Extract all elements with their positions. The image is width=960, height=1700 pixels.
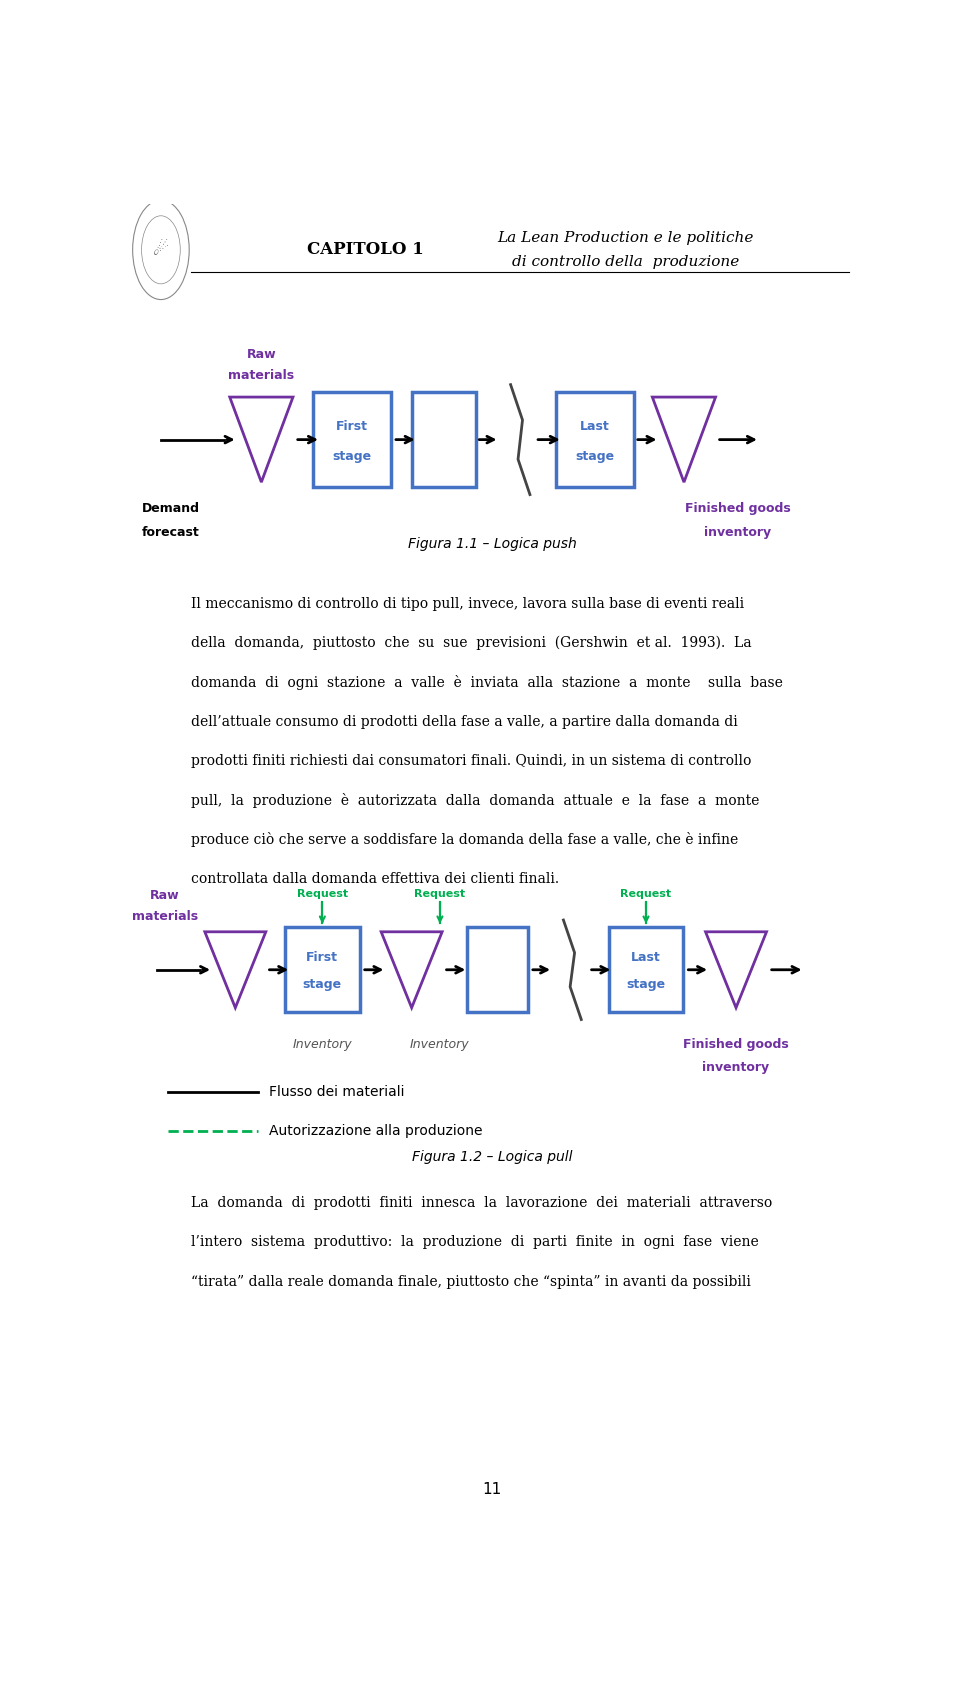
FancyBboxPatch shape: [285, 927, 360, 1012]
Text: Request: Request: [620, 889, 672, 899]
Text: First: First: [306, 952, 338, 964]
Text: Figura 1.1 – Logica push: Figura 1.1 – Logica push: [408, 537, 576, 551]
Text: materials: materials: [132, 910, 198, 923]
Text: stage: stage: [627, 977, 665, 991]
Text: di controllo della  produzione: di controllo della produzione: [513, 255, 739, 269]
Text: ☄: ☄: [153, 241, 169, 258]
Text: controllata dalla domanda effettiva dei clienti finali.: controllata dalla domanda effettiva dei …: [191, 872, 559, 886]
Text: Finished goods: Finished goods: [684, 503, 790, 515]
FancyBboxPatch shape: [468, 927, 528, 1012]
Text: La Lean Production e le politiche: La Lean Production e le politiche: [497, 231, 755, 245]
Text: Last: Last: [631, 952, 660, 964]
Text: materials: materials: [228, 369, 295, 382]
Text: Il meccanismo di controllo di tipo pull, invece, lavora sulla base di eventi rea: Il meccanismo di controllo di tipo pull,…: [191, 597, 744, 610]
Text: Last: Last: [580, 420, 610, 434]
Text: forecast: forecast: [142, 525, 200, 539]
FancyBboxPatch shape: [313, 393, 391, 486]
Text: inventory: inventory: [704, 525, 771, 539]
Text: stage: stage: [302, 977, 342, 991]
Text: “tirata” dalla reale domanda finale, piuttosto che “spinta” in avanti da possibi: “tirata” dalla reale domanda finale, piu…: [191, 1275, 751, 1289]
Text: dell’attuale consumo di prodotti della fase a valle, a partire dalla domanda di: dell’attuale consumo di prodotti della f…: [191, 714, 737, 729]
Polygon shape: [653, 398, 715, 483]
Text: inventory: inventory: [703, 1061, 770, 1074]
FancyBboxPatch shape: [412, 393, 475, 486]
Text: La  domanda  di  prodotti  finiti  innesca  la  lavorazione  dei  materiali  att: La domanda di prodotti finiti innesca la…: [191, 1197, 772, 1210]
FancyBboxPatch shape: [556, 393, 634, 486]
Text: 11: 11: [482, 1482, 502, 1498]
Text: stage: stage: [332, 450, 372, 462]
Text: Demand: Demand: [141, 503, 200, 515]
Text: prodotti finiti richiesti dai consumatori finali. Quindi, in un sistema di contr: prodotti finiti richiesti dai consumator…: [191, 753, 751, 768]
Text: Inventory: Inventory: [293, 1037, 352, 1051]
Text: Raw: Raw: [150, 889, 180, 901]
Text: domanda  di  ogni  stazione  a  valle  è  inviata  alla  stazione  a  monte    s: domanda di ogni stazione a valle è invia…: [191, 675, 782, 690]
Text: Flusso dei materiali: Flusso dei materiali: [269, 1085, 404, 1098]
Text: First: First: [336, 420, 368, 434]
Polygon shape: [381, 932, 443, 1008]
Text: produce ciò che serve a soddisfare la domanda della fase a valle, che è infine: produce ciò che serve a soddisfare la do…: [191, 833, 738, 847]
Text: Inventory: Inventory: [410, 1037, 469, 1051]
Text: Finished goods: Finished goods: [684, 1037, 789, 1051]
Text: della  domanda,  piuttosto  che  su  sue  previsioni  (Gershwin  et al.  1993). : della domanda, piuttosto che su sue prev…: [191, 636, 752, 651]
Polygon shape: [706, 932, 766, 1008]
Text: Figura 1.2 – Logica pull: Figura 1.2 – Logica pull: [412, 1149, 572, 1164]
Text: stage: stage: [575, 450, 614, 462]
Text: Raw: Raw: [247, 348, 276, 360]
Text: CAPITOLO 1: CAPITOLO 1: [307, 241, 424, 258]
Text: pull,  la  produzione  è  autorizzata  dalla  domanda  attuale  e  la  fase  a  : pull, la produzione è autorizzata dalla …: [191, 794, 759, 808]
Polygon shape: [229, 398, 293, 483]
Text: l’intero  sistema  produttivo:  la  produzione  di  parti  finite  in  ogni  fas: l’intero sistema produttivo: la produzio…: [191, 1236, 758, 1249]
Text: Request: Request: [415, 889, 466, 899]
Polygon shape: [204, 932, 266, 1008]
FancyBboxPatch shape: [609, 927, 684, 1012]
Text: Request: Request: [297, 889, 348, 899]
Text: Autorizzazione alla produzione: Autorizzazione alla produzione: [269, 1124, 482, 1137]
